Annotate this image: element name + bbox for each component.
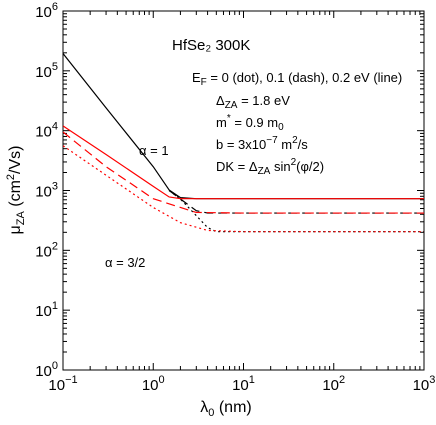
- plot-frame: [62, 10, 425, 371]
- param-line-5: DK = ΔZA sin2(φ/2): [216, 157, 324, 177]
- y-axis-label: μZA (cm2/Vs): [5, 146, 27, 235]
- chart-title: HfSe₂ 300K: [172, 37, 250, 54]
- x-axis-label: λ0 (nm): [200, 399, 251, 419]
- y-tick-label: 101: [35, 300, 58, 320]
- series-line-black-dotted: [168, 190, 424, 233]
- param-line-2: ΔZA = 1.8 eV: [216, 93, 290, 111]
- y-tick-label: 105: [35, 61, 58, 81]
- series-layer: [63, 53, 424, 233]
- x-tick-label: 10−1: [48, 374, 77, 394]
- alpha-3-2-label: α = 3/2: [105, 255, 145, 270]
- param-line-4: b = 3x10−7 m2/s: [216, 135, 308, 152]
- series-line-black-dashed: [168, 190, 424, 214]
- title-text: HfSe₂ 300K: [172, 37, 250, 54]
- y-tick-label: 102: [35, 240, 58, 260]
- series-line-red-solid: [63, 125, 424, 200]
- x-tick-label: 103: [413, 374, 436, 394]
- y-tick-label: 104: [35, 121, 58, 141]
- x-tick-label: 100: [142, 374, 165, 394]
- x-tick-label: 101: [232, 374, 255, 394]
- param-line-3: m* = 0.9 m0: [216, 113, 284, 133]
- series-line-red-dashed: [63, 131, 424, 214]
- y-tick-label: 106: [35, 1, 58, 21]
- labels-layer: HfSe₂ 300K EF = 0 (dot), 0.1 (dash), 0.2…: [5, 37, 402, 419]
- series-line-red-dotted: [63, 145, 424, 233]
- alpha-1-label: α = 1: [139, 143, 169, 158]
- param-line-1: EF = 0 (dot), 0.1 (dash), 0.2 eV (line): [192, 70, 402, 88]
- x-tick-label: 102: [322, 374, 345, 394]
- y-tick-label: 103: [35, 181, 58, 201]
- y-tick-label: 100: [35, 360, 58, 380]
